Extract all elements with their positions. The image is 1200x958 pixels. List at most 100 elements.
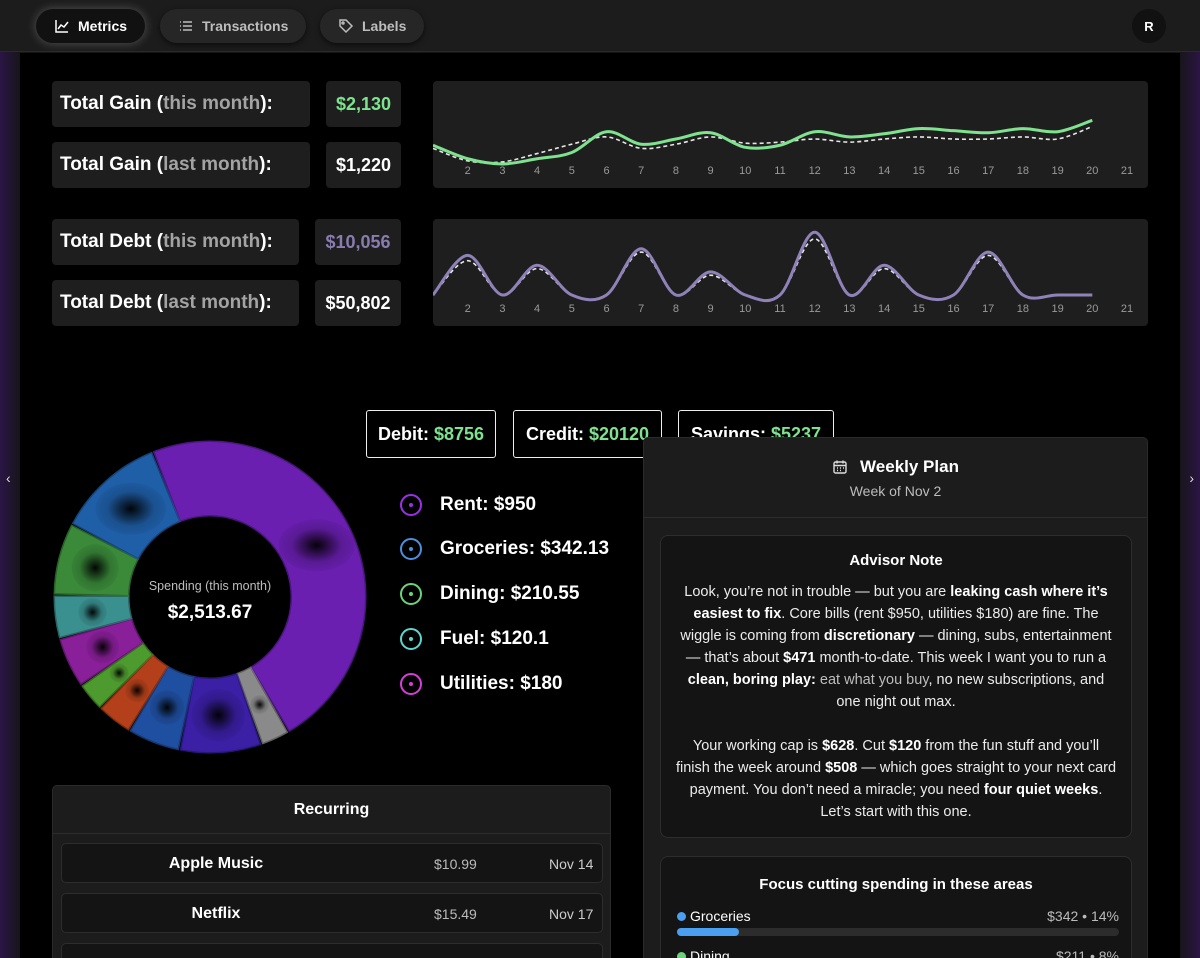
recurring-amount: $10.99 [434, 856, 477, 872]
label-qualifier: last month [163, 292, 260, 313]
weekly-plan-header: Weekly Plan Week of Nov 2 [644, 438, 1147, 518]
label-qualifier: last month [163, 154, 260, 175]
recurring-date: Nov 14 [549, 856, 594, 872]
recurring-date: Nov 17 [549, 906, 594, 922]
weekly-plan-subtitle: Week of Nov 2 [849, 483, 942, 499]
label-suffix: ): [260, 93, 273, 114]
total-gain-last-value: $1,220 [326, 142, 401, 188]
advisor-text: — which goes straight to your next card … [689, 760, 1117, 798]
donut-center-total: $2,513.67 [168, 602, 253, 623]
label-suffix: ): [259, 154, 272, 175]
legend-dot-icon [400, 538, 422, 560]
series-line-this-month [433, 230, 1093, 303]
x-tick-label: 18 [1017, 303, 1029, 315]
advisor-emphasis: $120 [889, 738, 922, 754]
credit-value: $20120 [588, 423, 650, 444]
recurring-name: Netflix [191, 905, 241, 922]
x-tick-label: 11 [774, 303, 785, 315]
recurring-item-partial[interactable] [61, 943, 603, 958]
total-debt-last-value: $50,802 [315, 280, 401, 326]
advisor-text: . Core bills (rent $950, utilities $180)… [680, 606, 1099, 644]
gain-chart: 2 3 4 5 6 7 8 9 10 11 12 13 14 15 16 17 18 19 20 21 [433, 81, 1148, 188]
gain-chart-svg: 2 3 4 5 6 7 8 9 10 11 12 13 14 15 16 17 18 19 20 21 [433, 118, 1133, 177]
advisor-note: Advisor Note Look, you’re not in trouble… [660, 535, 1132, 838]
series-line-last-month [433, 238, 1093, 301]
tab-labels[interactable]: Labels [320, 9, 425, 43]
top-nav: Metrics Transactions Labels R [0, 0, 1200, 52]
x-tick-label: 3 [499, 165, 505, 177]
donut-segment-rent [152, 440, 367, 733]
label-prefix: Total Gain ( [60, 154, 164, 175]
legend-fuel: Fuel: $120.1 [400, 628, 549, 650]
total-debt-last-label: Total Debt (last month): [52, 280, 299, 326]
calendar-icon [833, 460, 847, 474]
advisor-emphasis: discretionary [823, 628, 915, 644]
donut-segment-shade [278, 519, 355, 572]
tag-icon [339, 19, 354, 34]
weekly-plan-title-row: Weekly Plan [644, 457, 1147, 477]
metrics-content: Total Gain (this month): $2,130 Total Ga… [20, 53, 1180, 958]
label-suffix: ): [260, 231, 273, 252]
credit-card[interactable]: Credit: $20120 [513, 410, 662, 458]
list-icon [180, 21, 192, 31]
x-tick-label: 16 [947, 165, 959, 177]
donut-segment-shade [149, 690, 185, 725]
focus-value: $211 • 8% [1055, 948, 1119, 958]
legend-dining: Dining: $210.55 [400, 583, 579, 605]
x-tick-label: 21 [1121, 165, 1133, 177]
weekly-plan-title: Weekly Plan [860, 457, 959, 476]
total-gain-this-label: Total Gain (this month): [52, 81, 310, 127]
x-tick-label: 2 [465, 165, 471, 177]
legend-rent: Rent: $950 [400, 494, 536, 516]
donut-segment-shade [125, 678, 149, 703]
chevron-right-icon[interactable]: › [1189, 470, 1194, 486]
avatar[interactable]: R [1132, 9, 1166, 43]
focus-heading: Focus cutting spending in these areas [759, 876, 1033, 893]
debit-card[interactable]: Debit: $8756 [366, 410, 496, 458]
x-tick-label: 7 [638, 303, 644, 315]
donut-segment-shade [250, 695, 270, 715]
weekly-plan-panel: Weekly Plan Week of Nov 2 Advisor Note L… [643, 437, 1148, 958]
advisor-text: Look, you’re not in trouble — but you ar… [684, 584, 951, 600]
x-tick-label: 19 [1051, 303, 1063, 315]
tab-transactions-label: Transactions [202, 18, 289, 34]
focus-label: Dining [690, 948, 730, 958]
x-tick-label: 2 [465, 303, 471, 315]
advisor-text: Your working cap is [692, 738, 823, 754]
legend-label: Rent: $950 [440, 494, 537, 515]
chevron-left-icon[interactable]: ‹ [6, 470, 11, 486]
advisor-emphasis: leaking cash where it’s easiest to fix [693, 584, 1108, 622]
debt-chart-svg: 2 3 4 5 6 7 8 9 10 11 12 13 14 15 16 17 18 19 20 21 [433, 230, 1133, 315]
recurring-item[interactable]: Apple Music $10.99 Nov 14 [61, 843, 603, 883]
advisor-text: from the fun stuff and you’ll finish the… [675, 738, 1100, 776]
legend-label: Utilities: $180 [440, 673, 563, 694]
x-tick-label: 19 [1051, 165, 1063, 177]
series-line-this-month [433, 118, 1093, 166]
total-gain-this-value: $2,130 [326, 81, 401, 127]
advisor-emphasis: $471 [783, 650, 816, 666]
legend-utilities: Utilities: $180 [400, 673, 563, 695]
focus-value: $342 • 14% [1047, 908, 1119, 924]
recurring-name: Apple Music [168, 855, 264, 872]
recurring-item[interactable]: Netflix $15.49 Nov 17 [61, 893, 603, 933]
x-tick-label: 10 [739, 165, 751, 177]
x-tick-label: 17 [982, 165, 994, 177]
x-tick-label: 11 [774, 165, 785, 177]
tab-transactions[interactable]: Transactions [160, 9, 307, 43]
advisor-text: month-to-date. This week I want you to r… [815, 650, 1107, 666]
legend-dot-icon [400, 673, 422, 695]
x-tick-label: 3 [499, 303, 505, 315]
legend-label: Dining: $210.55 [440, 583, 580, 604]
legend-label: Fuel: $120.1 [440, 628, 549, 649]
label-suffix: ): [259, 292, 272, 313]
x-tick-label: 16 [947, 303, 959, 315]
donut-center-label: Spending (this month) [149, 579, 271, 593]
chart-icon [55, 20, 69, 33]
focus-dot-icon [677, 952, 686, 958]
tab-metrics[interactable]: Metrics [36, 9, 146, 43]
label-prefix: Total Debt ( [60, 292, 164, 313]
x-tick-label: 4 [534, 303, 540, 315]
x-tick-label: 8 [673, 165, 679, 177]
label-prefix: Total Debt ( [60, 231, 164, 252]
donut-segment-shade [95, 482, 167, 535]
